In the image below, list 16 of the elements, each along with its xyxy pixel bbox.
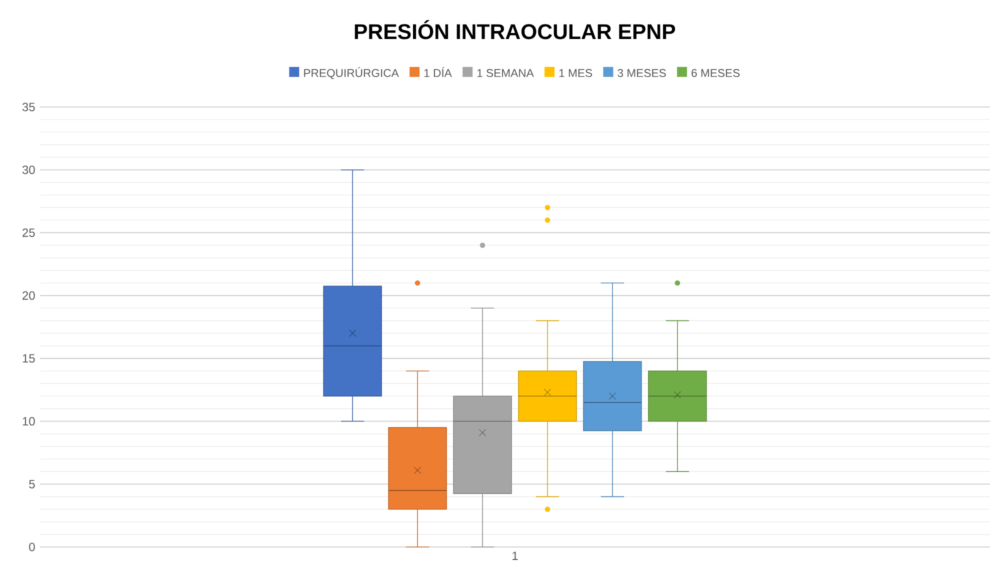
y-tick-label: 15: [22, 354, 35, 363]
chart-title: PRESIÓN INTRAOCULAR EPNP: [354, 20, 676, 40]
legend-label: 1 SEMANA: [477, 69, 534, 78]
y-tick-label: 30: [22, 166, 35, 174]
y-tick-label: 20: [22, 291, 35, 300]
y-tick-label: 25: [22, 228, 35, 237]
legend-label: 1 MES: [559, 69, 592, 78]
y-tick-label: 5: [29, 480, 35, 488]
y-tick-label: 35: [22, 102, 35, 112]
y-tick-label: 10: [22, 417, 35, 426]
legend-label: 1 DÍA: [424, 67, 452, 77]
legend-label: 3 MESES: [618, 69, 666, 78]
y-tick-label: 0: [29, 542, 35, 552]
legend-label: 6 MESES: [692, 69, 740, 78]
legend-label: PREQUIRÚRGICA: [304, 67, 399, 80]
x-tick-label: 1: [512, 552, 518, 560]
